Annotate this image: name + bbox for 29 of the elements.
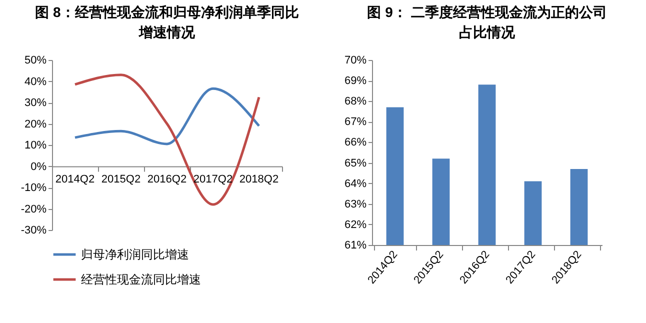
y-tick-label: 69%: [344, 75, 367, 88]
y-tick-label: 10%: [24, 140, 47, 152]
y-tick-label: 0%: [30, 160, 47, 173]
y-tick-label: -30%: [20, 224, 47, 236]
y-tick-label: -20%: [20, 203, 47, 216]
y-tick-label: 64%: [344, 178, 367, 190]
y-tick-label: 63%: [344, 198, 367, 210]
y-tick-label: 67%: [344, 116, 367, 128]
y-tick-label: 62%: [344, 218, 367, 231]
y-tick-label: 61%: [344, 240, 367, 252]
y-tick-label: 68%: [344, 96, 367, 108]
chart-title: 图 8：经营性现金流和归母净利润单季同比增速情况: [35, 4, 299, 40]
legend-label: 归母净利润同比增速: [81, 248, 189, 262]
legend-label: 经营性现金流同比增速: [81, 272, 201, 286]
y-tick-label: 50%: [24, 54, 47, 66]
x-tick-label: 2015Q2: [101, 173, 141, 186]
x-tick-label: 2017Q2: [193, 173, 233, 186]
y-tick-label: 65%: [344, 157, 367, 170]
line-series: [74, 87, 260, 146]
y-tick-label: -10%: [20, 182, 47, 194]
x-tick-label: 2016Q2: [147, 173, 187, 186]
y-tick-label: 40%: [24, 76, 47, 88]
y-tick-label: 30%: [24, 97, 47, 109]
y-tick-label: 70%: [344, 54, 367, 66]
chart-title: 图 9： 二季度经营性现金流为正的公司占比情况: [367, 4, 607, 40]
x-tick-label: 2014Q2: [55, 173, 95, 186]
y-tick-label: 66%: [344, 136, 367, 149]
x-tick-label: 2018Q2: [239, 173, 279, 186]
y-tick-label: 20%: [24, 118, 47, 130]
